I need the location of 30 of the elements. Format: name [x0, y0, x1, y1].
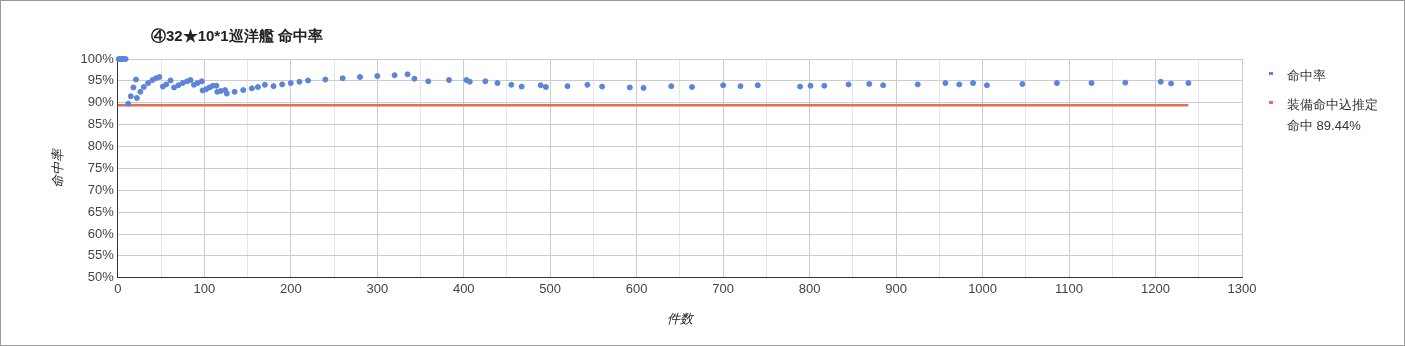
x-tick-label: 1000 — [968, 281, 998, 297]
x-tick-label: 300 — [366, 281, 389, 297]
x-tick-label: 700 — [712, 281, 735, 297]
x-tick-label: 900 — [885, 281, 907, 297]
x-axis-title: 件数 — [666, 310, 695, 326]
y-tick-label: 80% — [87, 138, 115, 154]
y-tick-label: 100% — [80, 50, 115, 66]
legend-label: 装備命中込推定命中 89.44% — [1287, 96, 1379, 135]
y-tick-label: 75% — [87, 159, 115, 175]
y-tick-label: 65% — [87, 203, 115, 219]
legend-label: 命中率 — [1287, 67, 1326, 85]
x-tick-label: 1200 — [1141, 281, 1170, 297]
y-tick-label: 90% — [87, 94, 115, 110]
x-tick-label: 100 — [193, 281, 216, 297]
y-tick-label: 85% — [87, 116, 115, 132]
x-tick-label: 200 — [279, 281, 302, 297]
y-tick-label: 50% — [87, 269, 115, 285]
y-tick-label: 70% — [87, 181, 115, 197]
x-tick-label: 1300 — [1227, 281, 1257, 297]
x-tick-label: 0 — [114, 281, 122, 297]
x-tick-label: 600 — [625, 281, 648, 297]
x-tick-label: 400 — [452, 281, 475, 297]
chart-title: ④32★10*1巡洋艦 命中率 — [151, 27, 323, 46]
y-tick-label: 95% — [87, 72, 115, 88]
y-tick-label: 60% — [87, 225, 115, 241]
x-tick-label: 1100 — [1055, 281, 1084, 297]
y-axis-title: 命中率 — [50, 146, 66, 188]
y-tick-label: 55% — [87, 247, 115, 263]
x-tick-label: 800 — [798, 281, 821, 297]
x-tick-label: 500 — [539, 281, 562, 297]
